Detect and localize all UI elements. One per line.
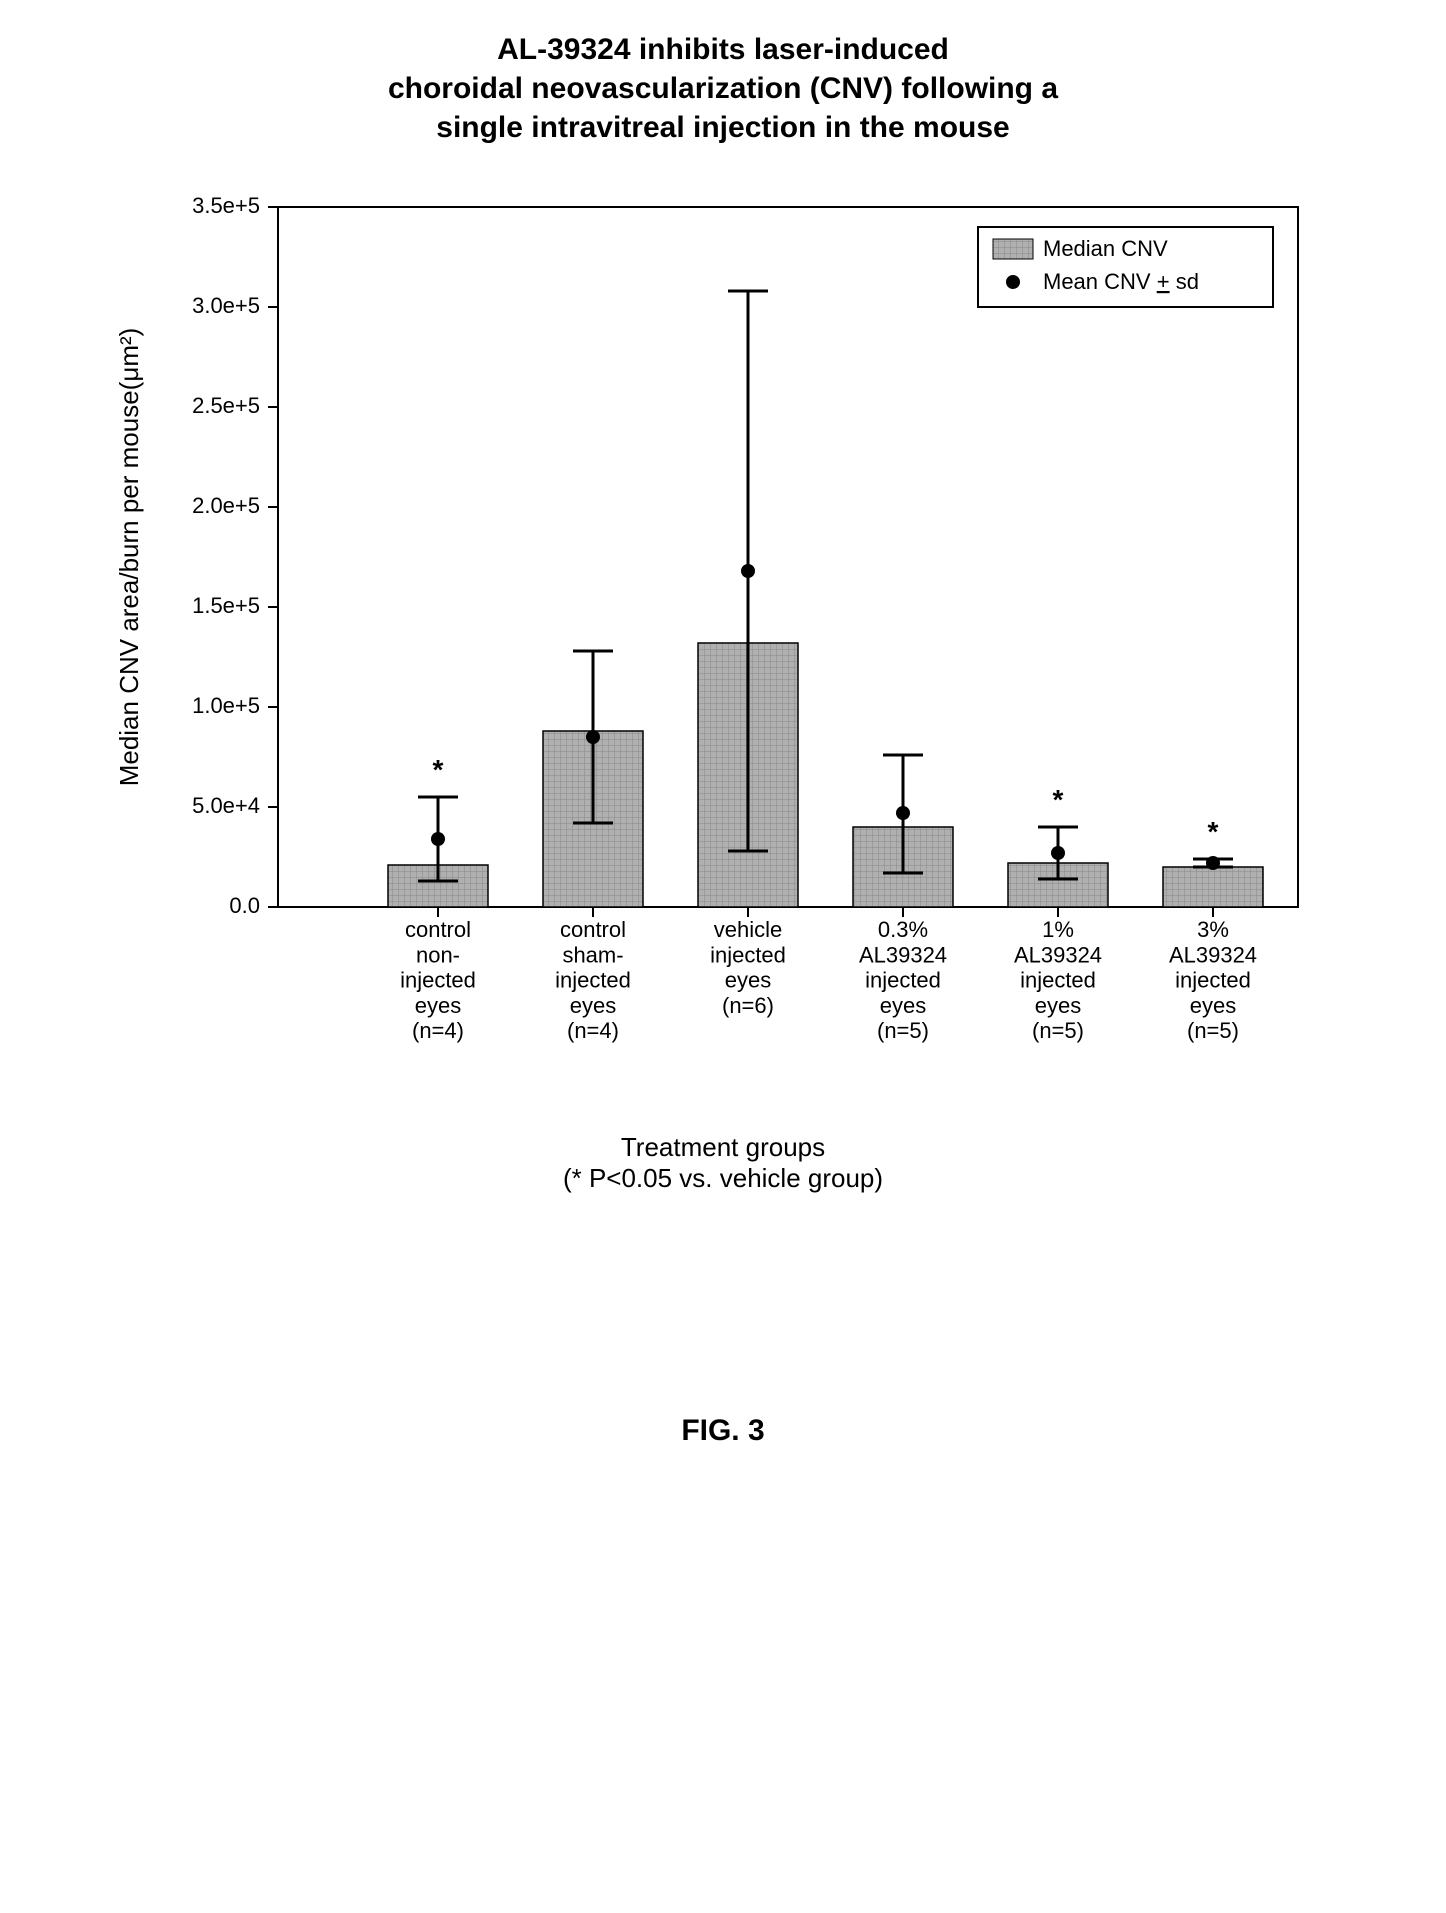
significance-marker: * [1053,784,1064,815]
legend-label: Mean CNV + sd [1043,269,1199,294]
y-tick-label: 2.5e+5 [192,393,260,418]
mean-marker [1051,846,1065,860]
y-tick-label: 3.0e+5 [192,293,260,318]
title-line-1: AL-39324 inhibits laser-induced [497,33,949,66]
category-label: 1%AL39324injectedeyes(n=5) [1014,917,1102,1043]
y-tick-label: 3.5e+5 [192,193,260,218]
significance-marker: * [1208,816,1219,847]
mean-marker [586,730,600,744]
mean-marker [896,806,910,820]
bar-chart: 0.0 5.0e+4 1.0e+5 1.5e+5 2.0e+5 2.5e+5 3.0e+5 3… [98,187,1338,1107]
bar [1163,867,1263,907]
category-label: 3%AL39324injectedeyes(n=5) [1169,917,1257,1043]
legend-label: Median CNV [1043,236,1168,261]
x-axis-label: Treatment groups (* P<0.05 vs. vehicle g… [30,1132,1416,1194]
category-label: controlnon-injectedeyes(n=4) [400,917,476,1043]
chart-container: 0.0 5.0e+4 1.0e+5 1.5e+5 2.0e+5 2.5e+5 3.0e+5 3… [98,187,1348,1112]
category-label: 0.3%AL39324injectedeyes(n=5) [859,917,947,1043]
y-tick-label: 1.5e+5 [192,593,260,618]
y-tick-label: 1.0e+5 [192,693,260,718]
legend-swatch-icon [993,239,1033,259]
y-axis-label: Median CNV area/burn per mouse(μm²) [114,328,144,787]
y-tick-label: 2.0e+5 [192,493,260,518]
significance-marker: * [433,754,444,785]
category-label: vehicleinjectedeyes(n=6) [710,917,786,1018]
mean-marker [741,564,755,578]
legend-dot-icon [1006,275,1020,289]
y-tick-label: 5.0e+4 [192,793,260,818]
mean-marker [431,832,445,846]
title-line-3: single intravitreal injection in the mou… [436,111,1009,144]
chart-title: AL-39324 inhibits laser-induced choroida… [273,30,1173,147]
title-line-2: choroidal neovascularization (CNV) follo… [388,72,1058,105]
figure-label: FIG. 3 [30,1414,1416,1448]
category-label: controlsham-injectedeyes(n=4) [555,917,631,1043]
y-tick-label: 0.0 [229,893,260,918]
xlabel-line-1: Treatment groups [621,1132,825,1162]
mean-marker [1206,856,1220,870]
xlabel-line-2: (* P<0.05 vs. vehicle group) [563,1163,883,1193]
